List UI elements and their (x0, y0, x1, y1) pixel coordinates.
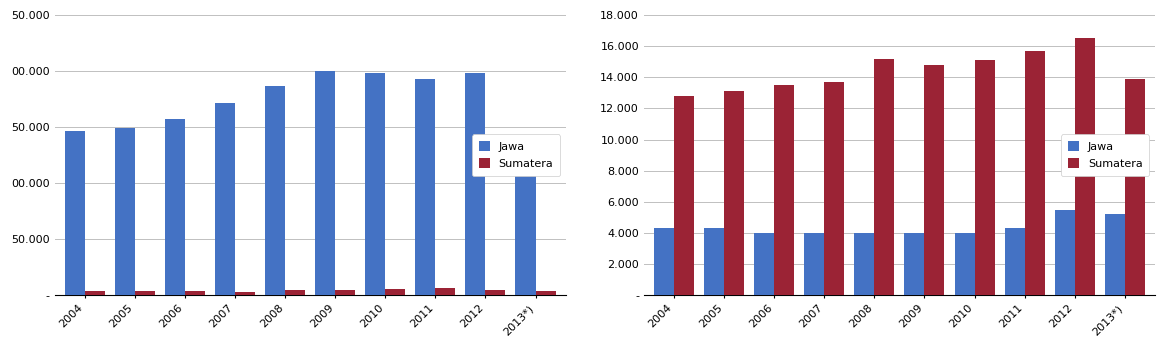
Bar (64, 130, 85, 295)
Bar (1075, 38, 1095, 295)
Bar (925, 65, 944, 295)
Bar (285, 290, 305, 295)
Bar (1105, 214, 1125, 295)
Bar (1055, 209, 1075, 295)
Bar (415, 79, 435, 295)
Bar (335, 290, 356, 295)
Bar (365, 73, 385, 295)
Bar (215, 103, 234, 295)
Bar (114, 128, 135, 295)
Bar (1005, 228, 1025, 295)
Bar (135, 291, 155, 295)
Bar (724, 92, 744, 295)
Bar (824, 82, 844, 295)
Bar (85, 291, 105, 295)
Bar (704, 228, 724, 295)
Bar (975, 60, 995, 295)
Bar (1025, 51, 1045, 295)
Bar (185, 291, 205, 295)
Bar (485, 290, 506, 295)
Bar (654, 228, 674, 295)
Bar (435, 288, 456, 295)
Bar (905, 233, 925, 295)
Bar (515, 139, 535, 295)
Legend: Jawa, Sumatera: Jawa, Sumatera (472, 134, 560, 176)
Bar (385, 289, 406, 295)
Bar (535, 291, 555, 295)
Bar (774, 85, 794, 295)
Bar (874, 59, 894, 295)
Legend: Jawa, Sumatera: Jawa, Sumatera (1061, 134, 1150, 176)
Bar (674, 96, 694, 295)
Bar (805, 233, 824, 295)
Bar (234, 292, 255, 295)
Bar (754, 233, 774, 295)
Bar (465, 73, 485, 295)
Bar (855, 233, 874, 295)
Bar (1125, 79, 1145, 295)
Bar (315, 71, 335, 295)
Bar (265, 86, 285, 295)
Bar (955, 233, 975, 295)
Bar (164, 119, 185, 295)
